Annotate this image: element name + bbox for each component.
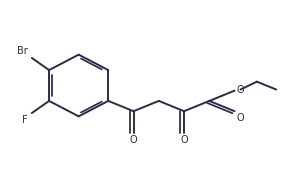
Text: F: F <box>22 115 27 125</box>
Text: O: O <box>236 113 244 123</box>
Text: O: O <box>180 135 188 146</box>
Text: Br: Br <box>16 46 27 56</box>
Text: O: O <box>237 85 244 95</box>
Text: O: O <box>130 135 137 146</box>
